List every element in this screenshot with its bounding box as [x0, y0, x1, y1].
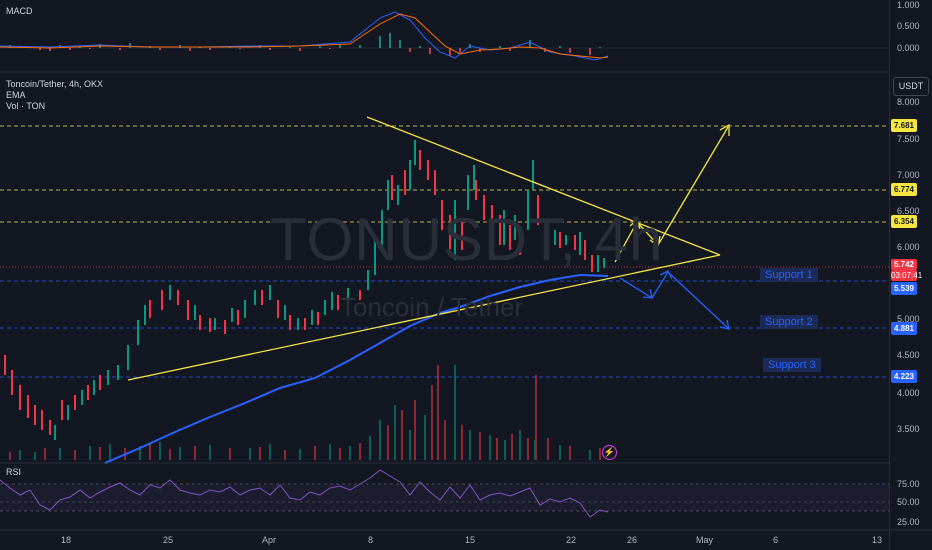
ema-indicator-label[interactable]: EMA: [6, 90, 26, 100]
macd-tick: 1.000: [897, 0, 920, 10]
x-tick: 15: [465, 535, 476, 545]
macd-tick: 0.000: [897, 43, 920, 53]
price-tick: 4.000: [897, 388, 920, 398]
x-tick: 22: [566, 535, 577, 545]
support-3-label: Support 3: [763, 358, 821, 372]
rsi-band: [0, 484, 889, 511]
descending-trendline: [366, 116, 721, 256]
ema-line: [104, 273, 609, 464]
price-tick: 3.500: [897, 424, 920, 434]
volume-bars: [9, 365, 601, 460]
level-5539-badge: 5.539: [891, 282, 917, 295]
lightning-icon[interactable]: ⚡: [602, 445, 617, 460]
level-6774-badge: 6.774: [891, 183, 917, 196]
price-axis[interactable]: [889, 0, 932, 550]
watermark-name: Toncoin / Tether: [340, 292, 524, 322]
macd-tick: 0.500: [897, 21, 920, 31]
macd-signal: [0, 13, 609, 59]
rsi-line: [0, 469, 609, 518]
price-tick: 5.000: [897, 314, 920, 324]
volume-indicator-label[interactable]: Vol · TON: [6, 101, 46, 111]
x-tick: 6: [773, 535, 779, 545]
macd-line: [0, 11, 609, 61]
price-tick: 6.000: [897, 242, 920, 252]
currency-button[interactable]: USDT: [893, 77, 929, 96]
rsi-label[interactable]: RSI: [6, 467, 22, 477]
rsi-tick: 25.00: [897, 517, 920, 527]
price-tick: 6.500: [897, 206, 920, 216]
x-tick: May: [696, 535, 714, 545]
x-tick: 25: [163, 535, 174, 545]
rsi-tick: 50.00: [897, 497, 920, 507]
price-tick: 7.500: [897, 134, 920, 144]
macd-label[interactable]: MACD: [6, 6, 33, 16]
x-tick: 13: [872, 535, 883, 545]
level-4881-badge: 4.881: [891, 322, 917, 335]
rsi-tick: 75.00: [897, 479, 920, 489]
price-tick: 4.500: [897, 350, 920, 360]
x-tick: 8: [368, 535, 374, 545]
candles: [4, 140, 605, 440]
bullish-projection-arrow: [614, 126, 729, 263]
countdown-badge: 03:07:41: [891, 270, 923, 281]
macd-histogram: [9, 33, 601, 56]
support-1-label: Support 1: [760, 268, 818, 282]
x-tick: 18: [61, 535, 72, 545]
current-price-badge: 5.742: [891, 259, 917, 270]
level-7681-badge: 7.681: [891, 119, 917, 132]
support-2-label: Support 2: [760, 315, 818, 329]
price-tick: 7.000: [897, 170, 920, 180]
bearish-projection-arrow: [619, 270, 729, 329]
level-6354-badge: 6.354: [891, 215, 917, 228]
x-tick: Apr: [262, 535, 277, 545]
ascending-trendline: [127, 254, 721, 381]
symbol-title[interactable]: Toncoin/Tether, 4h, OKX: [6, 79, 104, 89]
watermark-ticker: TONUSDT, 4h: [270, 206, 664, 273]
level-4223-badge: 4.223: [891, 370, 917, 383]
price-tick: 8.000: [897, 97, 920, 107]
x-tick: 26: [627, 535, 638, 545]
